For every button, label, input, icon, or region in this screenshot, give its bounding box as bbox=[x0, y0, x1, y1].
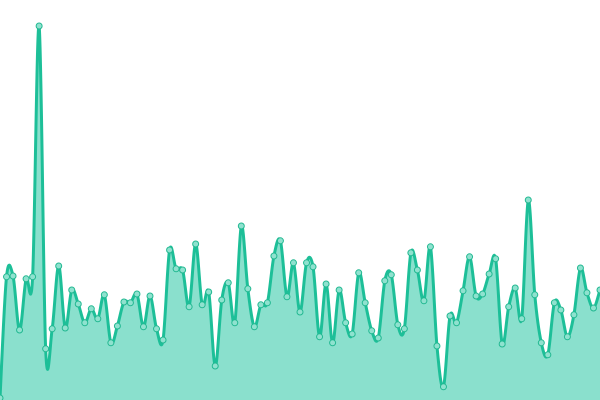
data-point-39 bbox=[250, 323, 258, 331]
data-point-75 bbox=[485, 270, 493, 278]
data-point-62 bbox=[400, 325, 408, 333]
data-point-12 bbox=[74, 300, 82, 308]
data-point-72 bbox=[466, 253, 474, 261]
data-point-67 bbox=[433, 342, 441, 350]
data-point-19 bbox=[120, 298, 128, 306]
data-point-28 bbox=[179, 266, 187, 274]
data-point-54 bbox=[348, 330, 356, 338]
data-point-65 bbox=[420, 297, 428, 305]
area-fill bbox=[0, 25, 600, 400]
data-point-44 bbox=[283, 293, 291, 301]
data-point-47 bbox=[303, 259, 311, 267]
data-point-55 bbox=[355, 269, 363, 277]
data-point-33 bbox=[211, 362, 219, 370]
data-point-79 bbox=[511, 284, 519, 292]
data-point-52 bbox=[335, 286, 343, 294]
data-point-0 bbox=[0, 394, 4, 400]
data-point-16 bbox=[100, 291, 108, 299]
data-point-26 bbox=[166, 246, 174, 254]
data-point-50 bbox=[322, 280, 330, 288]
data-point-80 bbox=[518, 315, 526, 323]
data-point-36 bbox=[231, 319, 239, 327]
data-point-66 bbox=[426, 243, 434, 251]
data-point-9 bbox=[55, 262, 63, 270]
data-point-18 bbox=[113, 322, 121, 330]
data-point-78 bbox=[505, 303, 513, 311]
data-point-90 bbox=[583, 289, 591, 297]
data-point-49 bbox=[316, 333, 324, 341]
data-point-14 bbox=[87, 305, 95, 313]
data-points bbox=[0, 22, 600, 400]
data-point-83 bbox=[537, 339, 545, 347]
data-point-31 bbox=[198, 301, 206, 309]
data-point-69 bbox=[446, 312, 454, 320]
data-point-46 bbox=[296, 308, 304, 316]
data-point-61 bbox=[394, 321, 402, 329]
data-point-20 bbox=[126, 299, 134, 307]
data-point-35 bbox=[224, 279, 232, 287]
data-point-89 bbox=[576, 264, 584, 272]
data-point-70 bbox=[453, 319, 461, 327]
data-point-76 bbox=[492, 255, 500, 263]
data-point-60 bbox=[387, 271, 395, 279]
data-point-92 bbox=[596, 286, 600, 294]
data-point-10 bbox=[61, 324, 69, 332]
data-point-81 bbox=[524, 196, 532, 204]
data-point-34 bbox=[218, 296, 226, 304]
data-point-82 bbox=[531, 291, 539, 299]
data-point-27 bbox=[172, 265, 180, 273]
data-point-37 bbox=[237, 222, 245, 230]
data-point-40 bbox=[257, 301, 265, 309]
data-point-45 bbox=[289, 259, 297, 267]
data-point-24 bbox=[153, 325, 161, 333]
data-point-2 bbox=[9, 272, 17, 280]
data-point-64 bbox=[413, 266, 421, 274]
data-point-73 bbox=[472, 292, 480, 300]
data-point-25 bbox=[159, 336, 167, 344]
data-point-15 bbox=[94, 315, 102, 323]
data-point-48 bbox=[309, 263, 317, 271]
data-point-17 bbox=[107, 339, 115, 347]
data-point-59 bbox=[381, 277, 389, 285]
data-point-7 bbox=[42, 345, 50, 353]
data-point-88 bbox=[570, 311, 578, 319]
data-point-29 bbox=[185, 303, 193, 311]
data-point-57 bbox=[368, 327, 376, 335]
data-point-38 bbox=[244, 285, 252, 293]
data-point-53 bbox=[342, 319, 350, 327]
data-point-22 bbox=[139, 323, 147, 331]
data-point-74 bbox=[479, 290, 487, 298]
data-point-13 bbox=[81, 319, 89, 327]
data-point-84 bbox=[544, 351, 552, 359]
data-point-77 bbox=[498, 340, 506, 348]
data-point-21 bbox=[133, 290, 141, 298]
data-point-42 bbox=[270, 252, 278, 260]
data-point-86 bbox=[557, 306, 565, 314]
data-point-3 bbox=[16, 326, 24, 334]
data-point-4 bbox=[22, 275, 30, 283]
data-point-6 bbox=[35, 22, 43, 30]
data-point-68 bbox=[439, 383, 447, 391]
data-point-91 bbox=[589, 304, 597, 312]
data-point-32 bbox=[205, 288, 213, 296]
data-point-51 bbox=[329, 339, 337, 347]
data-point-43 bbox=[276, 237, 284, 245]
data-point-85 bbox=[550, 299, 558, 307]
data-point-41 bbox=[263, 299, 271, 307]
data-point-63 bbox=[407, 249, 415, 257]
data-point-11 bbox=[68, 286, 76, 294]
data-point-8 bbox=[48, 325, 56, 333]
data-point-30 bbox=[192, 240, 200, 248]
data-point-1 bbox=[3, 273, 11, 281]
data-point-5 bbox=[29, 273, 37, 281]
data-point-87 bbox=[563, 333, 571, 341]
data-point-23 bbox=[146, 292, 154, 300]
data-point-71 bbox=[459, 287, 467, 295]
data-point-58 bbox=[374, 334, 382, 342]
data-point-56 bbox=[361, 299, 369, 307]
